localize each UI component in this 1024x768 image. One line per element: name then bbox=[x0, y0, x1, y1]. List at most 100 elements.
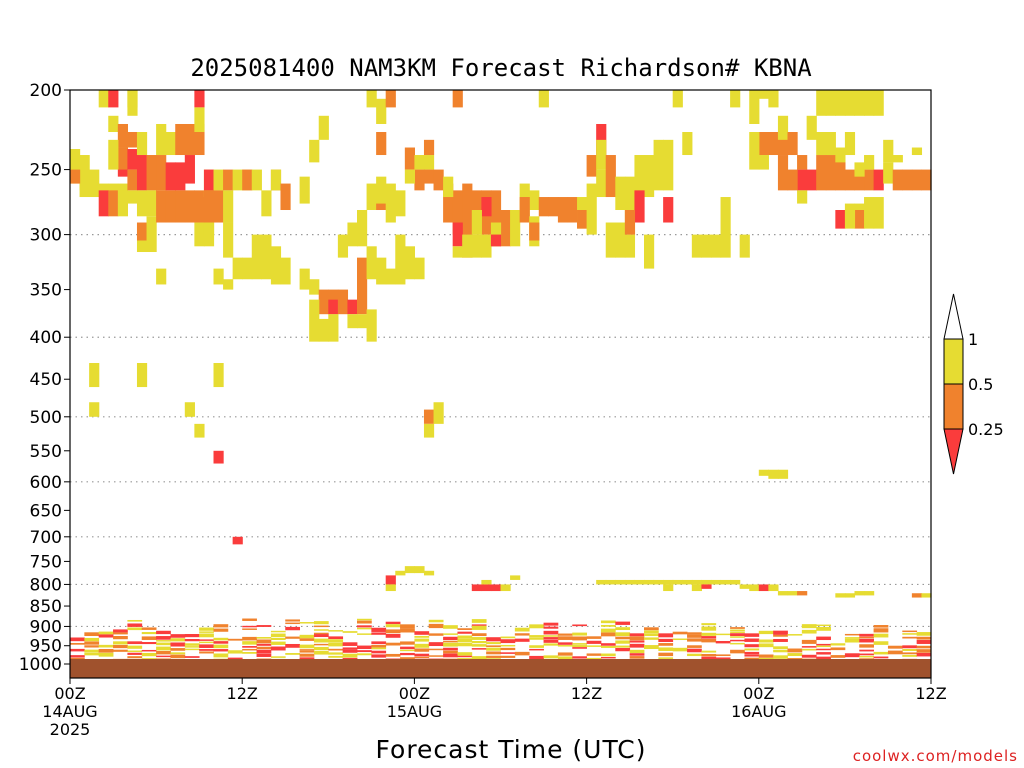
ri-cell bbox=[529, 645, 544, 648]
ri-cell bbox=[859, 638, 874, 643]
ri-cell bbox=[773, 655, 788, 659]
ri-cell bbox=[572, 632, 587, 636]
ri-cell bbox=[89, 169, 100, 191]
ri-cell bbox=[672, 631, 688, 635]
ri-cell bbox=[873, 633, 889, 638]
ri-cell bbox=[313, 650, 329, 655]
credit-link[interactable]: coolwx.com/models bbox=[853, 747, 1018, 765]
ri-cell bbox=[687, 648, 702, 653]
ri-cell bbox=[156, 190, 167, 223]
ri-cell bbox=[443, 183, 454, 223]
ri-cell bbox=[701, 650, 717, 653]
ri-cell bbox=[816, 624, 831, 627]
ri-cell bbox=[615, 647, 631, 652]
heatmap-cells bbox=[70, 90, 932, 598]
ri-cell bbox=[600, 620, 616, 624]
ri-cell bbox=[385, 575, 396, 585]
ri-cell bbox=[864, 155, 875, 170]
ri-cell bbox=[213, 653, 229, 658]
ri-cell bbox=[443, 647, 458, 651]
ri-cell bbox=[141, 658, 157, 660]
ri-cell bbox=[357, 618, 372, 621]
ri-cell bbox=[385, 653, 401, 657]
ri-cell bbox=[156, 650, 171, 655]
ri-cell bbox=[663, 139, 674, 191]
ri-cell bbox=[644, 579, 655, 585]
ri-cell bbox=[79, 183, 90, 198]
ri-cell bbox=[213, 190, 224, 223]
ri-cell bbox=[232, 536, 243, 545]
ri-cell bbox=[270, 246, 282, 285]
ri-cell bbox=[777, 155, 789, 191]
ri-cell bbox=[572, 643, 587, 645]
ri-cell bbox=[146, 155, 157, 191]
ri-cell bbox=[586, 183, 597, 235]
x-tick-label: 14AUG bbox=[42, 702, 97, 721]
ri-cell bbox=[577, 210, 588, 229]
ri-cell bbox=[557, 656, 573, 660]
ri-cell bbox=[471, 648, 487, 650]
ri-cell bbox=[543, 626, 559, 629]
ri-cell bbox=[873, 651, 889, 655]
ri-cell bbox=[773, 646, 788, 650]
ri-cell bbox=[194, 123, 205, 156]
ri-cell bbox=[710, 234, 722, 258]
ri-cell bbox=[486, 642, 501, 645]
ri-cell bbox=[744, 654, 760, 657]
ri-cell bbox=[357, 650, 372, 653]
ri-cell bbox=[835, 90, 846, 116]
ri-cell bbox=[749, 132, 760, 170]
ri-cell bbox=[457, 638, 473, 643]
ri-cell bbox=[404, 246, 415, 280]
ri-cell bbox=[299, 653, 315, 657]
ri-cell bbox=[586, 155, 597, 177]
ri-cell bbox=[749, 584, 760, 592]
ri-cell bbox=[500, 584, 511, 592]
ri-cell bbox=[70, 657, 85, 660]
x-tick-label: 15AUG bbox=[387, 702, 442, 721]
ri-cell bbox=[744, 657, 760, 660]
ri-cell bbox=[423, 155, 435, 170]
ri-cell bbox=[280, 257, 291, 285]
x-tick-label: 12Z bbox=[227, 684, 258, 703]
ri-cell bbox=[529, 190, 540, 211]
ri-cell bbox=[687, 645, 702, 648]
ri-cell bbox=[797, 169, 808, 191]
ri-cell bbox=[615, 632, 631, 637]
ri-cell bbox=[371, 632, 387, 635]
ri-cell bbox=[400, 652, 415, 656]
ri-cell bbox=[457, 652, 473, 656]
ri-cell bbox=[806, 169, 817, 191]
ri-cell bbox=[768, 132, 779, 156]
ri-cell bbox=[844, 637, 860, 639]
ri-cell bbox=[242, 628, 257, 630]
ri-cell bbox=[84, 641, 100, 645]
ri-cell bbox=[701, 653, 717, 657]
ri-cell bbox=[452, 190, 463, 235]
ri-cell bbox=[691, 584, 702, 592]
ri-cell bbox=[758, 654, 774, 658]
ri-cell bbox=[883, 162, 894, 184]
ri-cell bbox=[385, 624, 401, 628]
ri-cell bbox=[615, 627, 631, 631]
ri-cell bbox=[113, 629, 128, 633]
ri-cell bbox=[199, 631, 214, 633]
ri-cell bbox=[165, 162, 176, 191]
ri-cell bbox=[414, 656, 430, 659]
ri-cell bbox=[615, 579, 626, 585]
y-tick-label: 450 bbox=[30, 370, 62, 390]
ri-cell bbox=[830, 655, 846, 658]
ri-cell bbox=[251, 234, 262, 280]
ri-cell bbox=[156, 630, 171, 635]
legend-arrow-top bbox=[943, 293, 964, 340]
ri-cell bbox=[701, 584, 712, 589]
ri-cell bbox=[486, 645, 501, 647]
ri-cell bbox=[844, 169, 856, 191]
legend-colorbar: 1 0.5 0.25 bbox=[943, 293, 1004, 475]
ri-cell bbox=[687, 632, 702, 635]
ri-cell bbox=[313, 625, 329, 628]
ri-cell bbox=[557, 642, 573, 645]
ri-cell bbox=[203, 169, 215, 191]
ri-cell bbox=[199, 633, 214, 638]
